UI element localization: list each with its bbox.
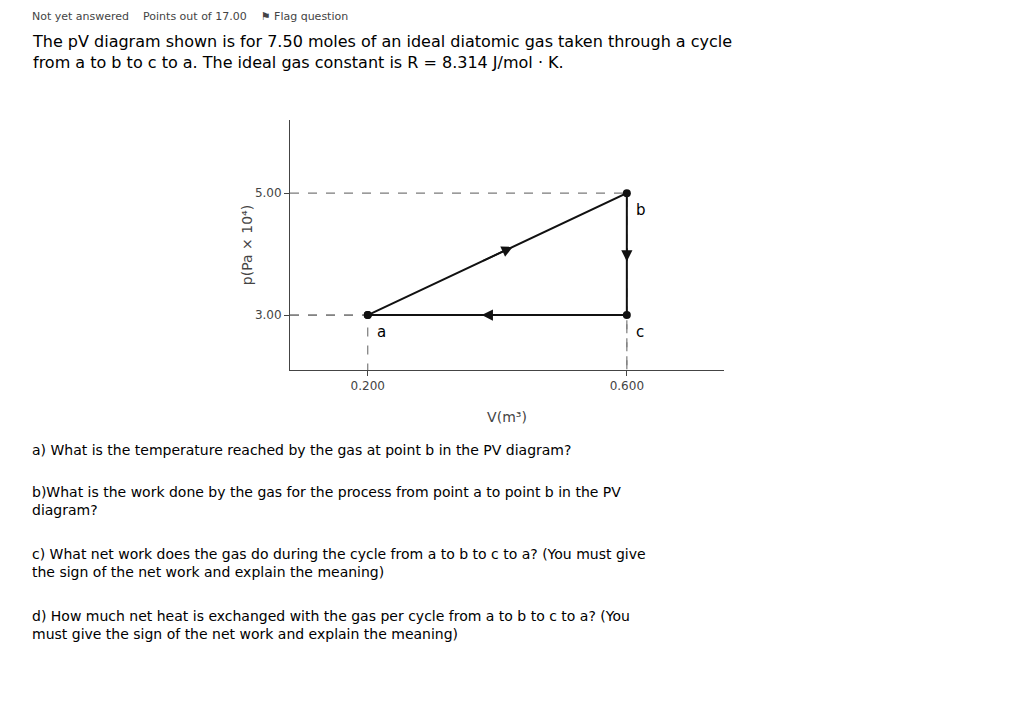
- svg-text:c) What net work does the gas: c) What net work does the gas do during …: [32, 546, 646, 580]
- svg-text:3.00: 3.00: [255, 308, 282, 322]
- svg-text:0.600: 0.600: [610, 379, 644, 393]
- svg-text:The pV diagram shown is for 7.: The pV diagram shown is for 7.50 moles o…: [32, 32, 732, 72]
- svg-text:b)What is the work done by the: b)What is the work done by the gas for t…: [32, 484, 621, 518]
- svg-text:a) What is the temperature rea: a) What is the temperature reached by th…: [32, 442, 571, 458]
- svg-text:5.00: 5.00: [255, 186, 282, 200]
- svg-text:b: b: [636, 201, 646, 219]
- svg-text:V(m³): V(m³): [487, 409, 527, 425]
- svg-text:0.200: 0.200: [351, 379, 385, 393]
- svg-text:a: a: [377, 323, 386, 341]
- svg-text:c: c: [636, 323, 644, 341]
- svg-text:p(Pa × 10⁴): p(Pa × 10⁴): [239, 205, 255, 285]
- svg-text:Not yet answered Points out: Not yet answered Points out of 17.00 ⚑ F…: [32, 10, 348, 23]
- svg-text:d) How much net heat is exchan: d) How much net heat is exchanged with t…: [32, 608, 630, 642]
